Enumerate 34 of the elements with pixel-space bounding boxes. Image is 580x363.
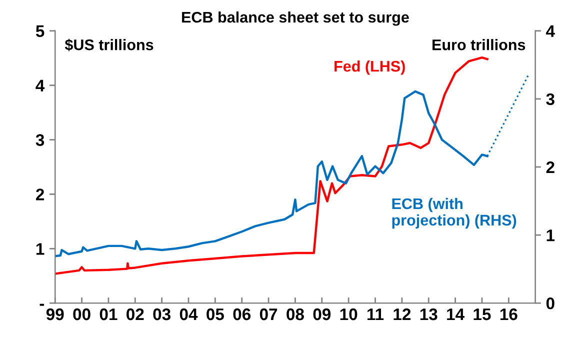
x-tick-label: 09 (313, 308, 331, 320)
x-tick-label: 14 (447, 308, 464, 320)
x-tick-label: 12 (394, 308, 411, 320)
chart-title: ECB balance sheet set to surge (182, 11, 409, 26)
x-tick-label: 99 (46, 308, 64, 320)
y2-axis-title: Euro trillions (432, 39, 526, 50)
text: Fed (LHS) (334, 60, 405, 75)
x-tick-label: 06 (233, 308, 251, 320)
x-tick-label: 11 (368, 308, 384, 320)
y2-tick-label: 0 (546, 298, 554, 310)
x-tick-label: 05 (206, 308, 224, 320)
y2-tick-label: 4 (546, 25, 555, 37)
y-tick-label: 2 (36, 188, 44, 200)
x-tick-label: 13 (420, 308, 438, 320)
y-tick-label: - (40, 304, 44, 306)
y-tick-label: 4 (36, 80, 45, 92)
series-label: ECB (with projection) (RHS) (392, 198, 516, 229)
y2-tick-label: 3 (546, 93, 554, 106)
x-tick-label: 00 (73, 308, 90, 320)
y-axis-title: $US trillions (64, 38, 154, 52)
x-tick-label: 10 (340, 308, 358, 320)
y2-tick-label: 2 (546, 161, 554, 174)
y2-tick-label: 1 (546, 230, 555, 242)
y-tick-label: 5 (36, 25, 44, 38)
x-tick-label: 01 (100, 308, 118, 320)
x-tick-label: 07 (260, 308, 278, 320)
x-tick-label: 15 (474, 308, 491, 320)
x-tick-label: 16 (500, 308, 518, 320)
x-tick-label: 02 (126, 308, 144, 320)
x-tick-label: 08 (286, 308, 304, 320)
y-tick-label: 3 (36, 134, 44, 146)
x-tick-label: 04 (180, 308, 198, 320)
x-tick-label: 03 (153, 308, 170, 320)
y-tick-label: 1 (36, 243, 44, 255)
